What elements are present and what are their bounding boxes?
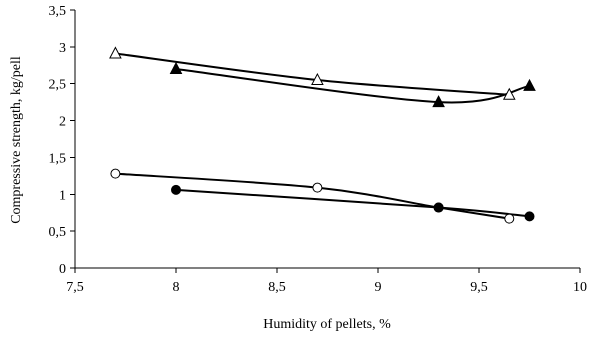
x-tick-label: 9 [375, 280, 382, 295]
x-tick-label: 7,5 [66, 280, 84, 295]
y-tick-label: 0,5 [49, 225, 67, 240]
x-axis-title: Humidity of pellets, % [263, 317, 391, 332]
x-tick-label: 9,5 [470, 280, 488, 295]
y-tick-label: 2,5 [49, 78, 67, 93]
series-markers [109, 46, 536, 224]
y-axis-title: Compressive strength, kg/pell [9, 56, 24, 224]
series-3-point [312, 182, 323, 193]
series-2-point [432, 95, 445, 108]
x-tick-label: 10 [573, 280, 587, 295]
x-tick-label: 8,5 [268, 280, 286, 295]
series-2-curve [175, 67, 530, 104]
y-tick-label: 3,5 [49, 4, 67, 19]
series-4-point [524, 211, 535, 222]
axes [74, 10, 580, 269]
x-tick-label: 8 [173, 280, 180, 295]
series-4-point [433, 202, 444, 213]
series-3-point [504, 213, 515, 224]
ticks: 0 0,5 1 1,5 2 2,5 3 3,5 7,5 8 8,5 9 9,5 10 [49, 4, 588, 295]
y-tick-label: 3 [59, 41, 66, 56]
series-2-point [169, 61, 183, 74]
series-3-curve [115, 172, 510, 220]
y-tick-label: 0 [59, 262, 66, 277]
series-2-point [523, 78, 536, 91]
series-3-point [110, 168, 121, 179]
y-tick-label: 1 [59, 188, 66, 203]
y-tick-label: 2 [59, 115, 66, 130]
series-1-point [109, 46, 122, 59]
series-1-point [311, 72, 324, 86]
y-tick-label: 1,5 [49, 151, 67, 166]
series-4-point [171, 184, 181, 195]
series-4-curve [175, 188, 530, 218]
series-1-point [502, 87, 516, 100]
